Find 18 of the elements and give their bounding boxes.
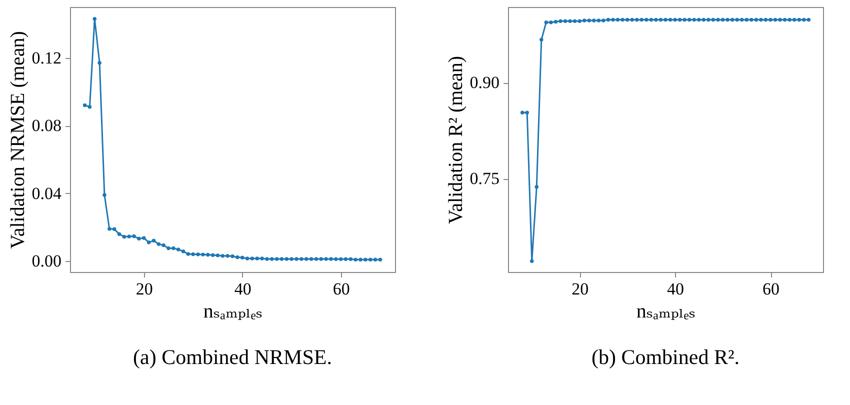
x-axis-title: nₛₐₘₚₗₑₛ bbox=[203, 300, 263, 322]
y-tick-label: 0.08 bbox=[32, 116, 62, 136]
x-tick-label: 40 bbox=[667, 280, 684, 298]
y-tick-label: 0.75 bbox=[470, 169, 500, 188]
y-axis-title: Validation R² (mean) bbox=[444, 56, 467, 224]
y-tick-label: 0.04 bbox=[32, 184, 62, 203]
text: (b) Combined R². bbox=[591, 345, 740, 369]
y-axis-title: Validation NRMSE (mean) bbox=[6, 31, 29, 249]
y-tick-label: 0.12 bbox=[32, 48, 62, 68]
y-tick-label: 0.00 bbox=[32, 251, 62, 270]
x-tick-label: 40 bbox=[234, 280, 252, 298]
x-tick-label: 20 bbox=[572, 280, 589, 298]
x-tick-label: 20 bbox=[136, 280, 153, 298]
y-tick-label: 0.90 bbox=[470, 73, 500, 92]
x-tick-label: 60 bbox=[762, 280, 780, 298]
text: (a) Combined NRMSE. bbox=[133, 345, 332, 369]
x-axis-title: nₛₐₘₚₗₑₛ bbox=[636, 300, 696, 322]
x-tick-label: 60 bbox=[332, 280, 350, 298]
